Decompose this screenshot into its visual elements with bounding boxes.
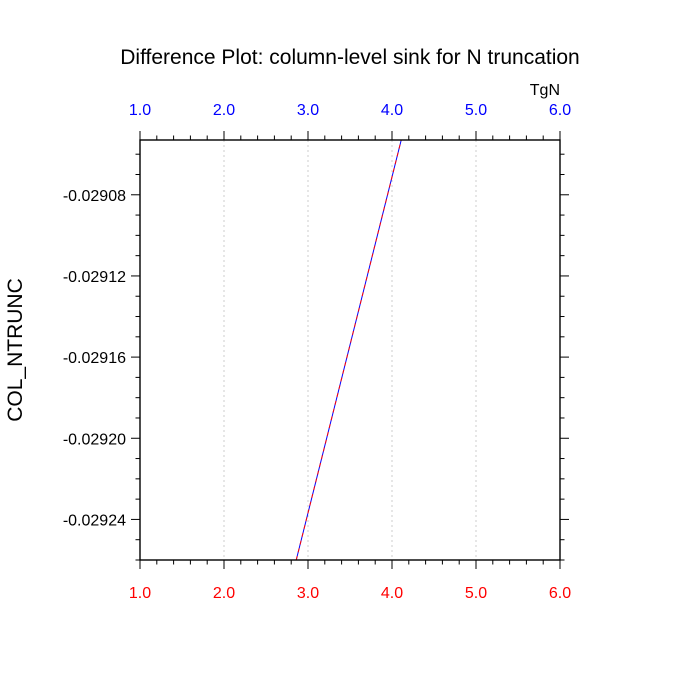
x-tick-label-bottom: 3.0	[297, 585, 319, 602]
gridlines	[223, 140, 477, 560]
plot-frame	[139, 139, 561, 561]
x-tick-label-top: 2.0	[213, 102, 235, 119]
y-tick-label: -0.02920	[63, 431, 126, 448]
y-axis-ticks: -0.02908 -0.02912 -0.02916 -0.02920 -0.02924	[63, 153, 569, 561]
y-tick-label: -0.02916	[63, 350, 126, 367]
x-axis-ticks: 1.0 1.0 2.0 2.0 3.0 3.0 4.0 4.0 5.0 5.0 6.0 6.0	[129, 102, 571, 602]
x-tick-label-top: 1.0	[129, 102, 151, 119]
y-tick-label: -0.02908	[63, 188, 126, 205]
y-tick-label: -0.02924	[63, 512, 126, 529]
top-axis-units-label: TgN	[530, 82, 560, 99]
data-line	[295, 139, 402, 561]
x-tick-label-top: 3.0	[297, 102, 319, 119]
y-tick-label: -0.02912	[63, 269, 126, 286]
x-tick-label-top: 6.0	[549, 102, 571, 119]
x-tick-label-top: 5.0	[465, 102, 487, 119]
x-tick-label-bottom: 6.0	[549, 585, 571, 602]
x-tick-label-bottom: 5.0	[465, 585, 487, 602]
y-axis-label: COL_NTRUNC	[4, 278, 27, 422]
x-tick-label-top: 4.0	[381, 102, 403, 119]
x-tick-label-bottom: 1.0	[129, 585, 151, 602]
series-line-red	[295, 139, 402, 561]
x-tick-label-bottom: 4.0	[381, 585, 403, 602]
x-tick-label-bottom: 2.0	[213, 585, 235, 602]
chart-title: Difference Plot: column-level sink for N…	[120, 46, 579, 69]
